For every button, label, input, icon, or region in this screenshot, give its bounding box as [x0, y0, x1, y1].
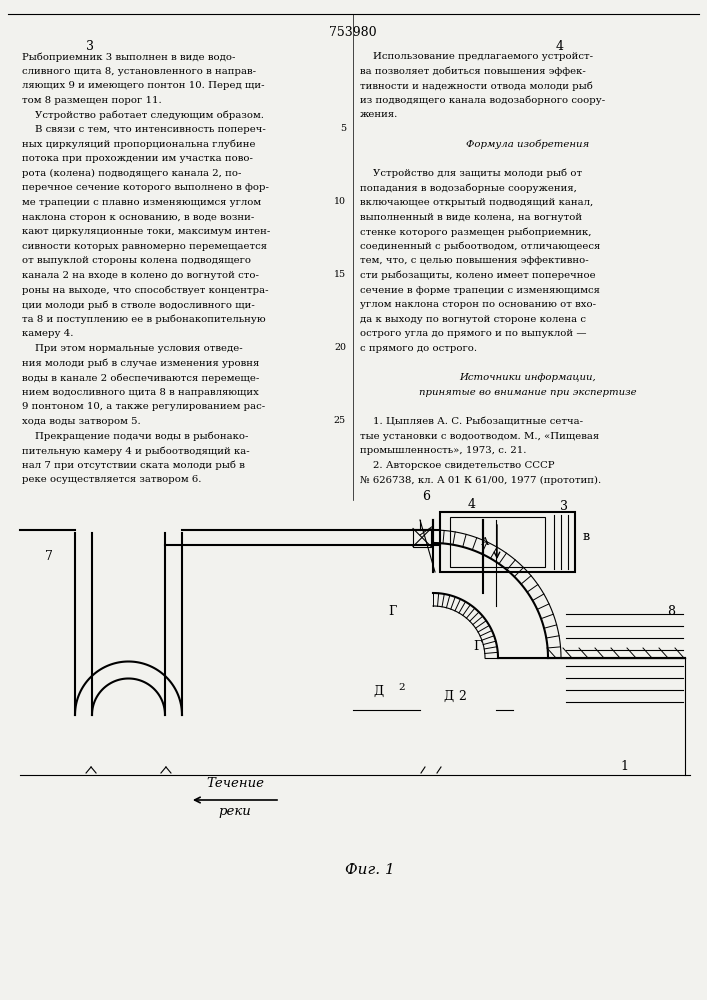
Text: с прямого до острого.: с прямого до острого. [360, 344, 477, 353]
Text: 3: 3 [560, 500, 568, 513]
Text: 2: 2 [458, 690, 466, 703]
Text: промышленность», 1973, с. 21.: промышленность», 1973, с. 21. [360, 446, 527, 455]
Text: Фиг. 1: Фиг. 1 [345, 863, 395, 877]
Text: стенке которого размещен рыбоприемник,: стенке которого размещен рыбоприемник, [360, 227, 592, 237]
Bar [450, 517, 545, 567]
Text: включающее открытый подводящий канал,: включающее открытый подводящий канал, [360, 198, 593, 207]
Text: тивности и надежности отвода молоди рыб: тивности и надежности отвода молоди рыб [360, 81, 593, 91]
Text: 2. Авторское свидетельство СССР: 2. Авторское свидетельство СССР [360, 461, 554, 470]
Text: ния молоди рыб в случае изменения уровня: ния молоди рыб в случае изменения уровня [22, 359, 259, 368]
Text: тые установки с водоотводом. М., «Пищевая: тые установки с водоотводом. М., «Пищева… [360, 432, 599, 441]
Text: Д: Д [443, 690, 453, 703]
Text: попадания в водозаборные сооружения,: попадания в водозаборные сооружения, [360, 183, 577, 193]
Text: принятые во внимание при экспертизе: принятые во внимание при экспертизе [419, 388, 637, 397]
Text: наклона сторон к основанию, в воде возни-: наклона сторон к основанию, в воде возни… [22, 213, 255, 222]
Text: Г: Г [473, 640, 481, 653]
Text: 4: 4 [556, 40, 564, 53]
Bar [440, 512, 575, 572]
Text: тем, что, с целью повышения эффективно-: тем, что, с целью повышения эффективно- [360, 256, 589, 265]
Text: камеру 4.: камеру 4. [22, 329, 74, 338]
Text: А: А [481, 537, 489, 547]
Text: ме трапеции с плавно изменяющимся углом: ме трапеции с плавно изменяющимся углом [22, 198, 261, 207]
Text: из подводящего канала водозаборного соору-: из подводящего канала водозаборного соор… [360, 96, 605, 105]
Bar [413, 528, 431, 546]
Text: 4: 4 [468, 498, 476, 511]
Text: 10: 10 [334, 197, 346, 206]
Text: 15: 15 [334, 270, 346, 279]
Text: ции молоди рыб в стволе водосливного щи-: ции молоди рыб в стволе водосливного щи- [22, 300, 255, 310]
Text: от выпуклой стороны колена подводящего: от выпуклой стороны колена подводящего [22, 256, 251, 265]
Text: 6: 6 [422, 490, 430, 503]
Text: ляющих 9 и имеющего понтон 10. Перед щи-: ляющих 9 и имеющего понтон 10. Перед щи- [22, 81, 264, 90]
Text: том 8 размещен порог 11.: том 8 размещен порог 11. [22, 96, 162, 105]
Text: да к выходу по вогнутой стороне колена с: да к выходу по вогнутой стороне колена с [360, 315, 586, 324]
Text: Использование предлагаемого устройст-: Использование предлагаемого устройст- [360, 52, 593, 61]
Text: перечное сечение которого выполнено в фор-: перечное сечение которого выполнено в фо… [22, 183, 269, 192]
Text: пительную камеру 4 и рыбоотводящий ка-: пительную камеру 4 и рыбоотводящий ка- [22, 446, 250, 456]
Text: выполненный в виде колена, на вогнутой: выполненный в виде колена, на вогнутой [360, 213, 582, 222]
Text: Г: Г [388, 605, 396, 618]
Text: Д: Д [373, 685, 383, 698]
Text: хода воды затвором 5.: хода воды затвором 5. [22, 417, 141, 426]
Text: 25: 25 [334, 416, 346, 425]
Text: сливного щита 8, установленного в направ-: сливного щита 8, установленного в направ… [22, 67, 256, 76]
Text: 3: 3 [86, 40, 94, 53]
Text: в: в [583, 530, 590, 543]
Text: При этом нормальные условия отведе-: При этом нормальные условия отведе- [22, 344, 243, 353]
Text: нал 7 при отсутствии ската молоди рыб в: нал 7 при отсутствии ската молоди рыб в [22, 461, 245, 470]
Text: ва позволяет добиться повышения эффек-: ва позволяет добиться повышения эффек- [360, 67, 586, 76]
Text: роны на выходе, что способствует концентра-: роны на выходе, что способствует концент… [22, 286, 269, 295]
Text: Рыбоприемник 3 выполнен в виде водо-: Рыбоприемник 3 выполнен в виде водо- [22, 52, 235, 62]
Text: 8: 8 [667, 605, 675, 618]
Text: № 626738, кл. А 01 К 61/00, 1977 (прототип).: № 626738, кл. А 01 К 61/00, 1977 (протот… [360, 475, 601, 485]
Text: потока при прохождении им участка пово-: потока при прохождении им участка пово- [22, 154, 253, 163]
Text: соединенный с рыбоотводом, отличающееся: соединенный с рыбоотводом, отличающееся [360, 242, 600, 251]
Text: кают циркуляционные токи, максимум интен-: кают циркуляционные токи, максимум интен… [22, 227, 270, 236]
Text: жения.: жения. [360, 110, 398, 119]
Text: 1. Цыпляев А. С. Рыбозащитные сетча-: 1. Цыпляев А. С. Рыбозащитные сетча- [360, 417, 583, 426]
Text: Устройство работает следующим образом.: Устройство работает следующим образом. [22, 110, 264, 120]
Text: сивности которых равномерно перемещается: сивности которых равномерно перемещается [22, 242, 267, 251]
Text: 2: 2 [398, 683, 404, 692]
Text: В связи с тем, что интенсивность попереч-: В связи с тем, что интенсивность попереч… [22, 125, 266, 134]
Text: 9 понтоном 10, а также регулированием рас-: 9 понтоном 10, а также регулированием ра… [22, 402, 265, 411]
Text: 753980: 753980 [329, 26, 377, 39]
Text: 1: 1 [620, 760, 628, 773]
Text: воды в канале 2 обеспечиваются перемеще-: воды в канале 2 обеспечиваются перемеще- [22, 373, 259, 383]
Text: Течение: Течение [206, 777, 264, 790]
Text: 20: 20 [334, 343, 346, 352]
Text: 7: 7 [45, 550, 53, 563]
Text: ных циркуляций пропорциональна глубине: ных циркуляций пропорциональна глубине [22, 140, 255, 149]
Text: сти рыбозащиты, колено имеет поперечное: сти рыбозащиты, колено имеет поперечное [360, 271, 595, 280]
Text: канала 2 на входе в колено до вогнутой сто-: канала 2 на входе в колено до вогнутой с… [22, 271, 259, 280]
Text: рота (колена) подводящего канала 2, по-: рота (колена) подводящего канала 2, по- [22, 169, 241, 178]
Text: 5: 5 [340, 124, 346, 133]
Text: сечение в форме трапеции с изменяющимся: сечение в форме трапеции с изменяющимся [360, 286, 600, 295]
Text: углом наклона сторон по основанию от вхо-: углом наклона сторон по основанию от вхо… [360, 300, 596, 309]
Text: реки: реки [218, 805, 252, 818]
Text: реке осуществляется затвором 6.: реке осуществляется затвором 6. [22, 475, 201, 484]
Text: Прекращение подачи воды в рыбонако-: Прекращение подачи воды в рыбонако- [22, 432, 248, 441]
Text: Устройство для защиты молоди рыб от: Устройство для защиты молоди рыб от [360, 169, 582, 178]
Text: нием водосливного щита 8 в направляющих: нием водосливного щита 8 в направляющих [22, 388, 259, 397]
Text: та 8 и поступлению ее в рыбонакопительную: та 8 и поступлению ее в рыбонакопительну… [22, 315, 266, 324]
Text: Формула изобретения: Формула изобретения [467, 140, 590, 149]
Text: Источники информации,: Источники информации, [460, 373, 597, 382]
Text: острого угла до прямого и по выпуклой —: острого угла до прямого и по выпуклой — [360, 329, 587, 338]
